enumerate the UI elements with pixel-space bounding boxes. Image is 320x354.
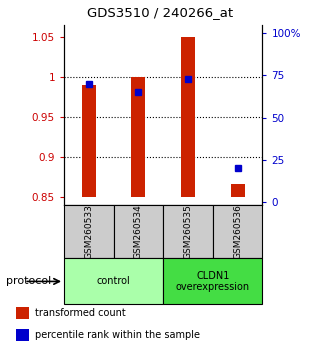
Text: control: control — [97, 276, 131, 286]
Bar — [181, 37, 195, 197]
Text: transformed count: transformed count — [35, 308, 126, 318]
Bar — [64, 258, 163, 304]
Bar — [64, 205, 114, 258]
Bar — [213, 205, 262, 258]
Text: GSM260536: GSM260536 — [233, 204, 242, 259]
Text: GSM260535: GSM260535 — [183, 204, 193, 259]
Bar — [16, 329, 29, 341]
Text: percentile rank within the sample: percentile rank within the sample — [35, 330, 200, 340]
Text: protocol: protocol — [6, 276, 52, 286]
Bar — [231, 184, 244, 197]
Text: CLDN1
overexpression: CLDN1 overexpression — [176, 270, 250, 292]
Bar — [114, 205, 163, 258]
Text: GSM260533: GSM260533 — [84, 204, 93, 259]
Bar — [82, 85, 96, 197]
Bar — [16, 307, 29, 319]
Bar — [163, 258, 262, 304]
Bar — [132, 77, 145, 197]
Text: GSM260534: GSM260534 — [134, 205, 143, 259]
Text: GDS3510 / 240266_at: GDS3510 / 240266_at — [87, 6, 233, 19]
Bar — [163, 205, 213, 258]
